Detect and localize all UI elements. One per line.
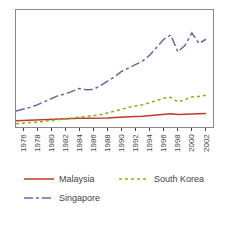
svg-text:1988: 1988	[103, 134, 112, 152]
svg-text:Singapore: Singapore	[59, 193, 100, 203]
svg-text:1998: 1998	[173, 134, 182, 152]
svg-text:2002: 2002	[202, 134, 211, 152]
svg-text:1990: 1990	[117, 134, 126, 152]
svg-text:South Korea: South Korea	[154, 174, 204, 184]
svg-text:1994: 1994	[145, 134, 154, 152]
svg-text:1996: 1996	[159, 134, 168, 152]
svg-text:Malaysia: Malaysia	[59, 174, 95, 184]
svg-text:1986: 1986	[89, 134, 98, 152]
svg-text:1992: 1992	[131, 134, 140, 152]
svg-text:1976: 1976	[19, 134, 28, 152]
svg-text:1980: 1980	[47, 134, 56, 152]
svg-text:2000: 2000	[187, 134, 196, 152]
svg-text:1982: 1982	[61, 134, 70, 152]
svg-text:1984: 1984	[75, 134, 84, 152]
svg-text:1978: 1978	[33, 134, 42, 152]
